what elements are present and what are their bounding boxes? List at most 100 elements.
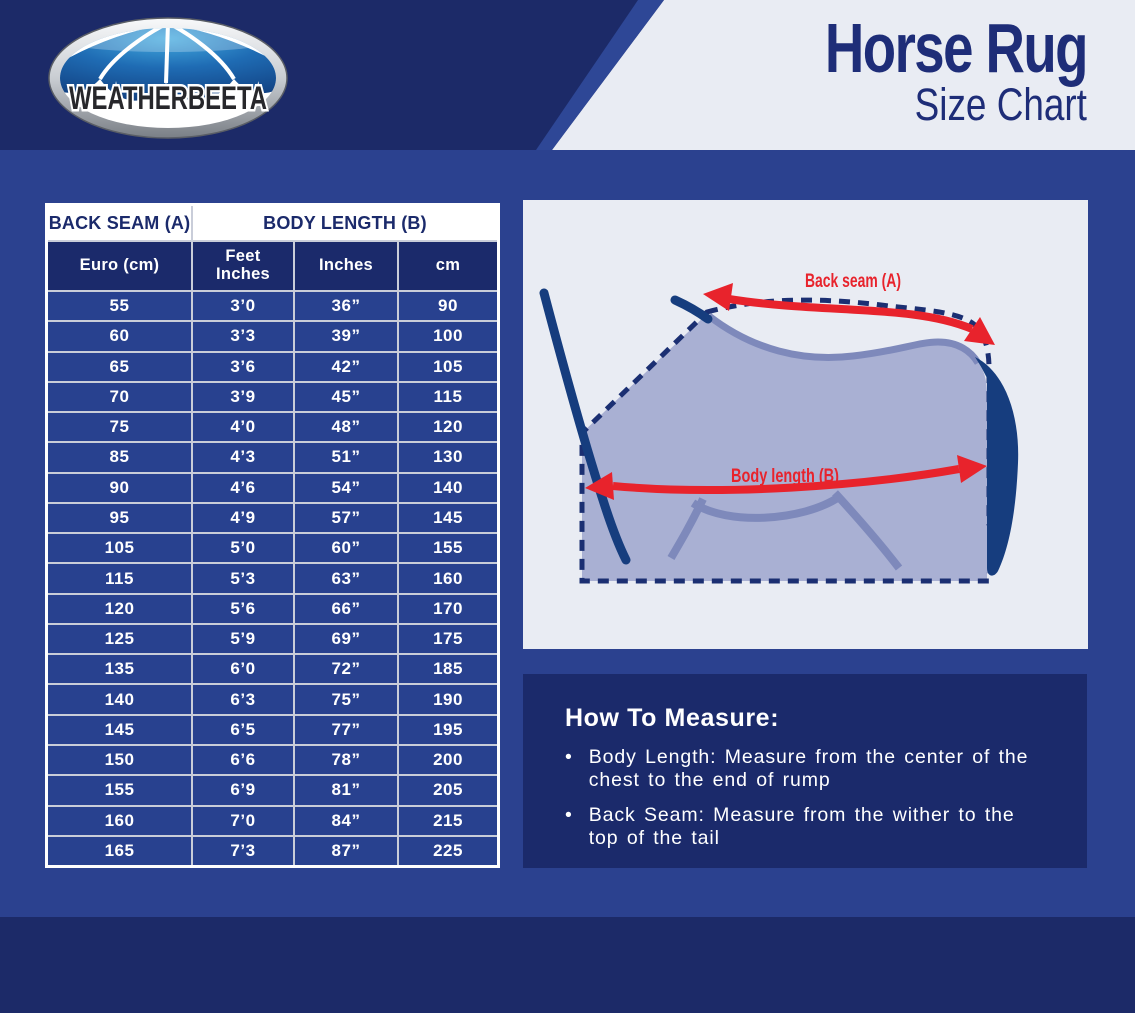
table-cell: 170	[399, 594, 497, 623]
table-cell: 55	[48, 292, 191, 321]
back-seam-arrow	[728, 295, 974, 333]
how-to-measure-panel: How To Measure: • Body Length: Measure fr…	[523, 674, 1087, 868]
table-cell: 205	[399, 776, 497, 805]
table-cell: 5’9	[193, 624, 293, 654]
table-row: 65 3’6 42” 105	[48, 352, 497, 381]
column-header: Inches	[295, 242, 397, 290]
table-row: 60 3’3 39” 100	[48, 322, 497, 351]
table-cell: 135	[48, 655, 191, 684]
table-cell: 87”	[295, 836, 397, 866]
table-row: 70 3’9 45” 115	[48, 382, 497, 412]
table-cell: 175	[399, 624, 497, 654]
column-header: Feet Inches	[193, 242, 293, 290]
table-cell: 5’6	[193, 594, 293, 623]
table-cell: 3’3	[193, 322, 293, 351]
table-cell: 5’3	[193, 564, 293, 593]
table-cell: 72”	[295, 655, 397, 684]
table-cell: 6’3	[193, 685, 293, 714]
horse-mane-line	[670, 295, 713, 324]
table-cell: 145	[48, 715, 191, 744]
back-seam-arrowhead-left	[703, 283, 733, 311]
table-cell: 140	[399, 473, 497, 502]
table-row: 95 4’9 57” 145	[48, 503, 497, 533]
table-cell: 195	[399, 715, 497, 744]
table-row: 150 6’6 78” 200	[48, 745, 497, 775]
table-cell: 115	[48, 564, 191, 593]
table-cell: 3’0	[193, 292, 293, 321]
table-cell: 4’3	[193, 443, 293, 472]
table-cell: 48”	[295, 413, 397, 442]
horse-back-line	[706, 313, 982, 365]
table-cell: 4’6	[193, 473, 293, 502]
table-row: 165 7’3 87” 225	[48, 836, 497, 866]
weatherbeeta-logo: WEATHERBEETA	[48, 17, 288, 139]
horse-diagram: Back seam (A) Body length (B)	[523, 200, 1088, 649]
table-cell: 125	[48, 624, 191, 654]
table-cell: 90	[48, 473, 191, 502]
page-title: Horse Rug	[824, 9, 1089, 87]
table-cell: 81”	[295, 776, 397, 805]
back-seam-arrowhead-right	[964, 317, 995, 345]
table-cell: 120	[48, 594, 191, 623]
column-header: Euro (cm)	[48, 242, 191, 290]
bullet-dot: •	[565, 746, 573, 768]
table-cell: 6’5	[193, 715, 293, 744]
table-cell: 45”	[295, 382, 397, 412]
table-cell: 78”	[295, 745, 397, 775]
bullet-text: Back Seam: Measure from the wither to th…	[588, 803, 1015, 850]
column-header: cm	[399, 242, 497, 290]
table-cell: 51”	[295, 443, 397, 472]
table-cell: 215	[399, 806, 497, 835]
logo-text: WEATHERBEETA	[69, 80, 267, 116]
table-cell: 65	[48, 352, 191, 381]
page-subtitle: Size Chart	[914, 79, 1087, 130]
table-row: 90 4’6 54” 140	[48, 473, 497, 502]
table-cell: 5’0	[193, 534, 293, 563]
table-cell: 6’0	[193, 655, 293, 684]
body-length-label: Body length (B)	[731, 466, 839, 487]
table-cell: 42”	[295, 352, 397, 381]
table-cell: 4’9	[193, 503, 293, 533]
table-cell: 105	[399, 352, 497, 381]
table-cell: 39”	[295, 322, 397, 351]
table-cell: 100	[399, 322, 497, 351]
table-row: 160 7’0 84” 215	[48, 806, 497, 835]
table-cell: 60”	[295, 534, 397, 563]
body-length-arrowhead-right	[957, 455, 987, 483]
horse-tail	[975, 357, 1019, 576]
table-cell: 3’9	[193, 382, 293, 412]
size-table-colheads: Euro (cm) Feet Inches Inches cm	[48, 242, 497, 290]
table-row: 55 3’0 36” 90	[48, 292, 497, 321]
horse-neck-line	[539, 288, 631, 565]
table-cell: 84”	[295, 806, 397, 835]
rug-outline-dashed	[579, 297, 992, 584]
how-to-measure-heading: How To Measure:	[565, 704, 780, 732]
bullet-item: • Body Length: Measure from the center of…	[565, 746, 1045, 793]
footer-band	[0, 917, 1135, 1013]
table-cell: 185	[399, 655, 497, 684]
table-cell: 69”	[295, 624, 397, 654]
horse-tail-tuft	[961, 525, 989, 573]
table-cell: 140	[48, 685, 191, 714]
table-cell: 3’6	[193, 352, 293, 381]
table-cell: 77”	[295, 715, 397, 744]
back-seam-label: Back seam (A)	[805, 271, 901, 292]
table-cell: 150	[48, 745, 191, 775]
table-cell: 225	[399, 836, 497, 866]
measure-bullets: • Body Length: Measure from the center of…	[565, 746, 1057, 851]
horse-front-leg	[667, 497, 707, 561]
table-cell: 115	[399, 382, 497, 412]
size-table: BACK SEAM (A) BODY LENGTH (B) Euro (cm) F…	[45, 203, 500, 868]
table-row: 155 6’9 81” 205	[48, 776, 497, 805]
table-cell: 6’9	[193, 776, 293, 805]
table-cell: 165	[48, 836, 191, 866]
table-cell: 155	[48, 776, 191, 805]
horse-hind-leg	[832, 490, 903, 571]
table-cell: 120	[399, 413, 497, 442]
table-row: 105 5’0 60” 155	[48, 534, 497, 563]
table-cell: 70	[48, 382, 191, 412]
body-length-group-header: BODY LENGTH (B)	[193, 206, 497, 240]
bullet-item: • Back Seam: Measure from the wither to t…	[565, 804, 1045, 851]
table-row: 140 6’3 75” 190	[48, 685, 497, 714]
horse-diagram-panel: Back seam (A) Body length (B)	[523, 200, 1088, 649]
